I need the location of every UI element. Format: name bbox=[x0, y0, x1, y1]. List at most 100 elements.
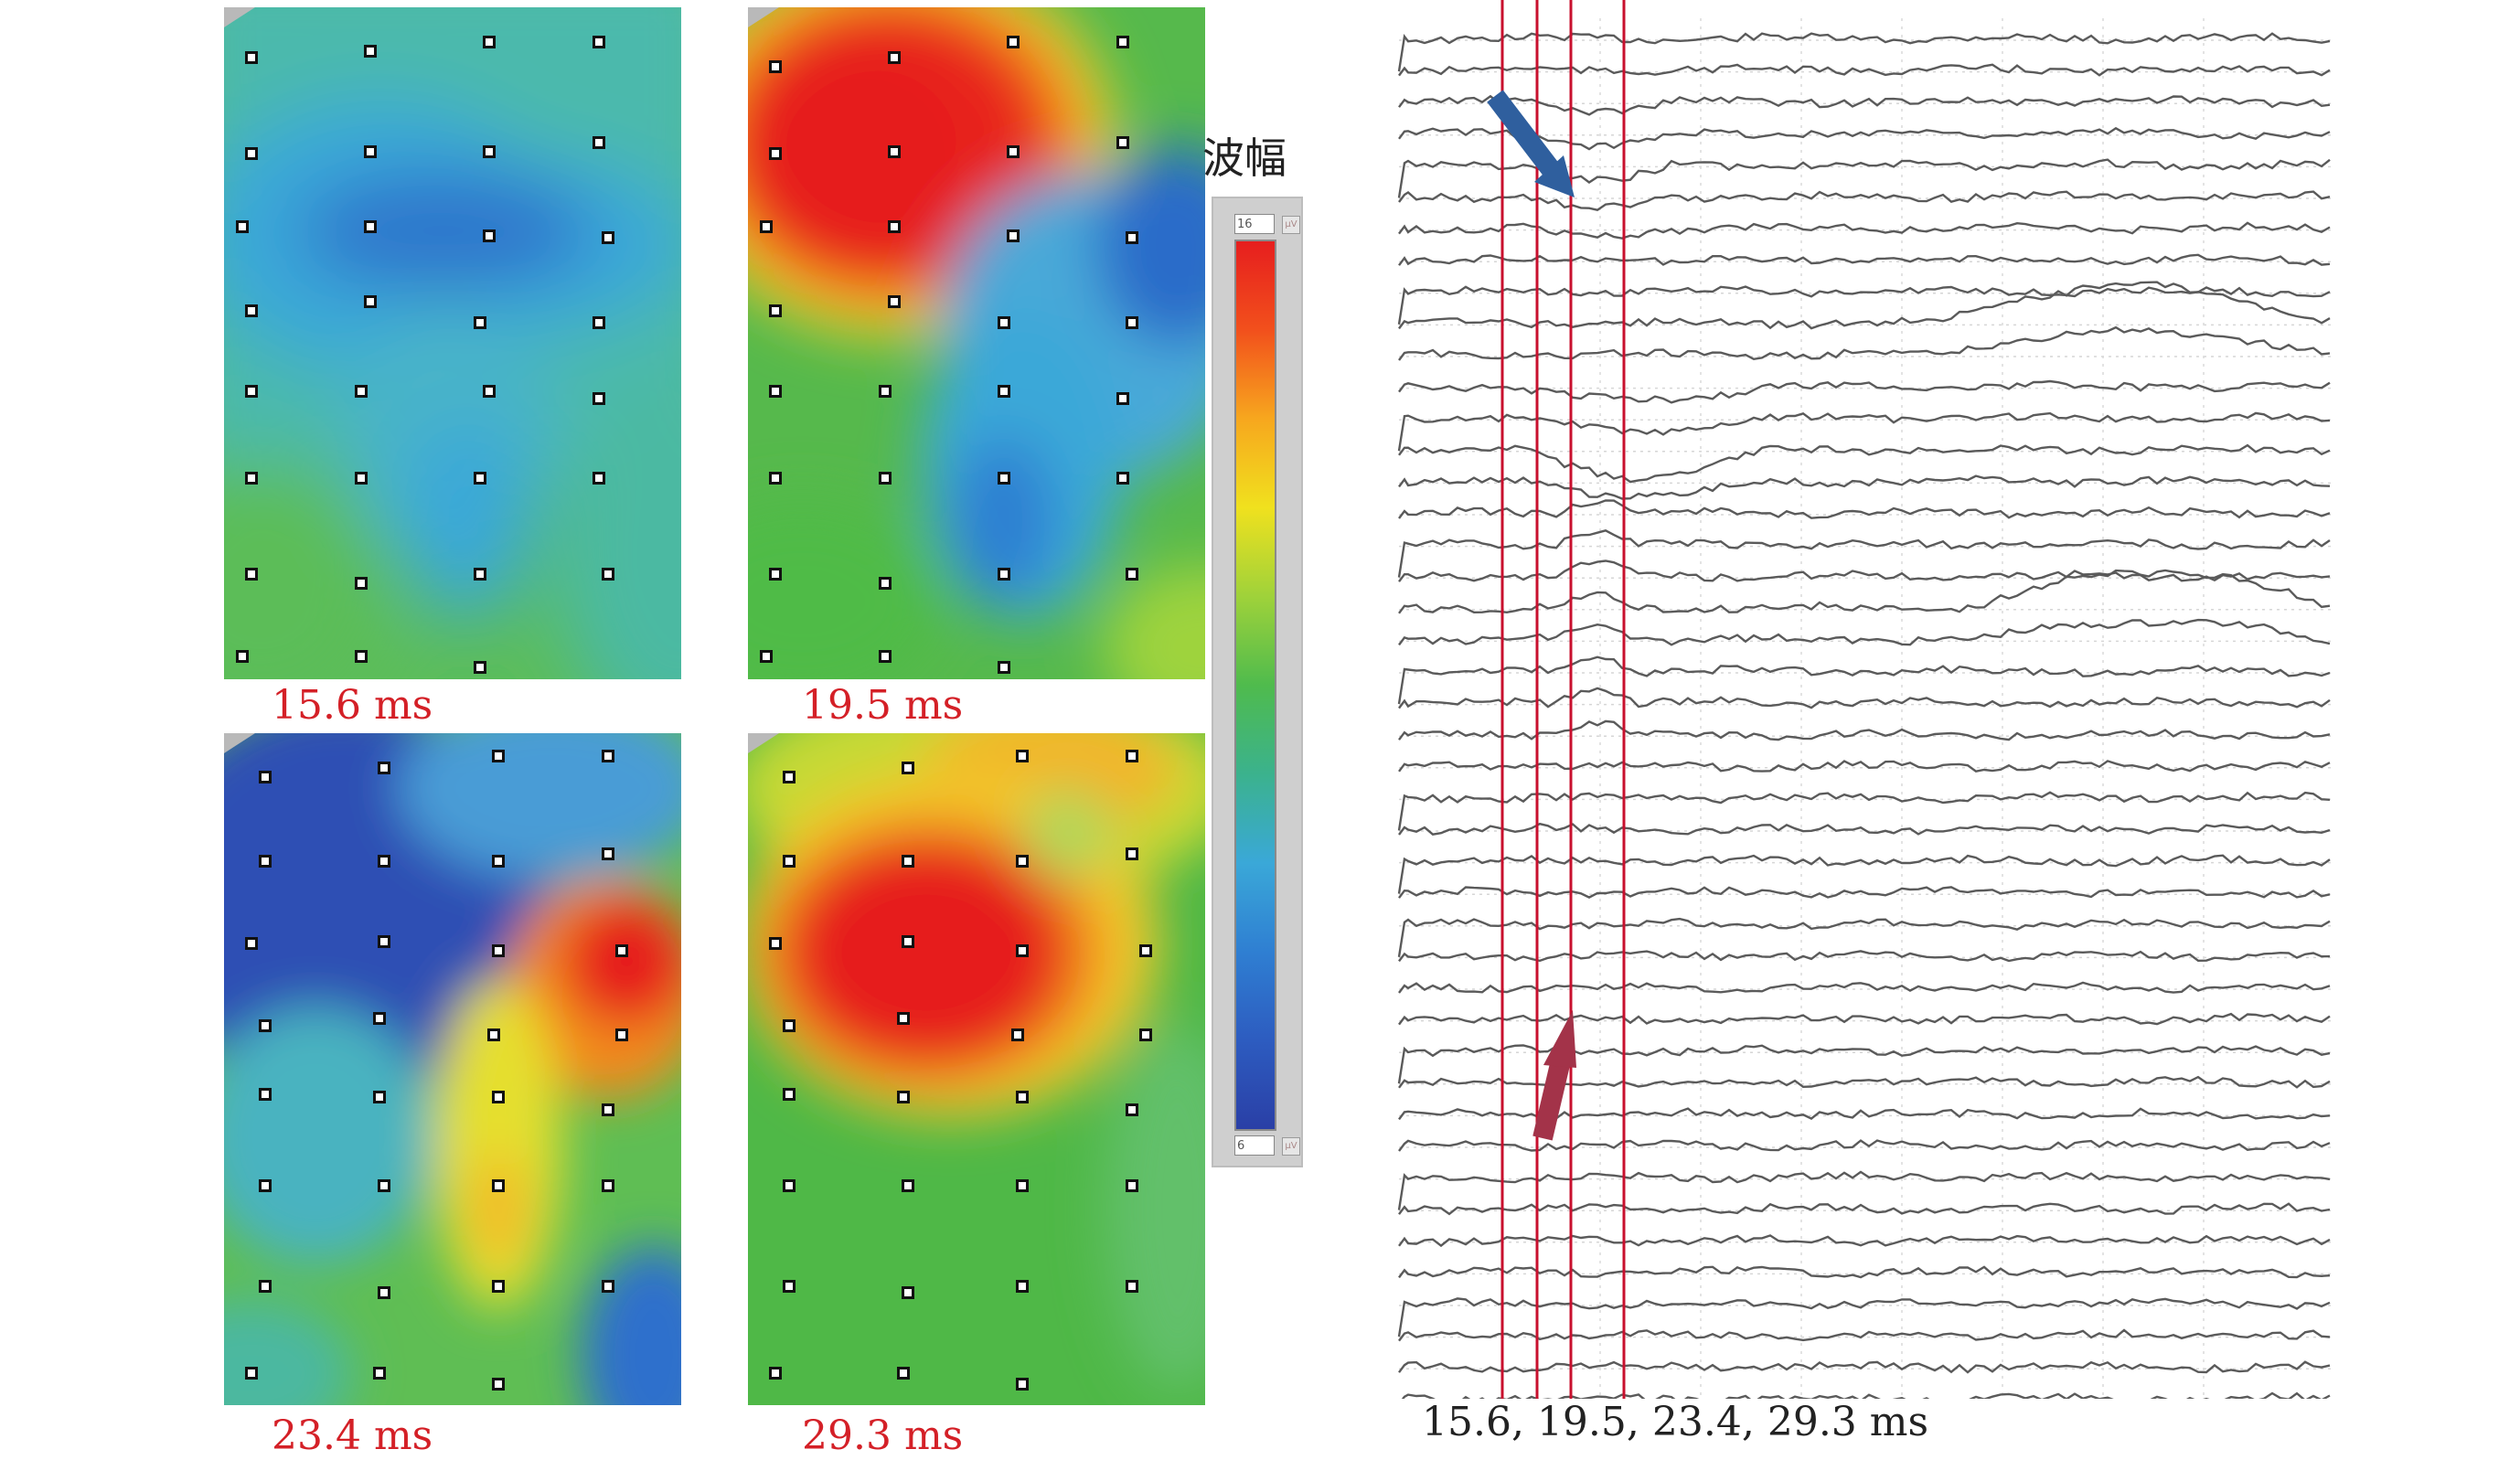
waveform-trace bbox=[1398, 822, 2331, 836]
up-arrow-head bbox=[1543, 1010, 1576, 1068]
trace-lines bbox=[1397, 32, 2331, 1399]
electrode-marker bbox=[1139, 944, 1152, 957]
waveform-trace bbox=[1397, 1044, 2331, 1084]
electrode-marker bbox=[259, 1088, 272, 1101]
down-arrow-shaft bbox=[1487, 90, 1559, 176]
electrode-marker bbox=[355, 385, 368, 398]
electrode-marker bbox=[373, 1091, 386, 1103]
waveform-trace bbox=[1398, 190, 2331, 211]
electrode-marker bbox=[998, 316, 1010, 329]
waveform-trace bbox=[1398, 94, 2331, 116]
waveform-trace bbox=[1398, 950, 2331, 963]
electrode-marker bbox=[474, 661, 486, 674]
waveform-trace bbox=[1398, 221, 2331, 240]
amplitude-field bbox=[224, 733, 681, 1405]
electrode-marker bbox=[602, 750, 614, 762]
electrode-marker bbox=[769, 385, 782, 398]
electrode-marker bbox=[783, 771, 796, 783]
waveform-trace bbox=[1398, 886, 2331, 899]
electrode-marker bbox=[1016, 1091, 1029, 1103]
electrode-marker bbox=[378, 855, 390, 868]
electrode-marker bbox=[245, 304, 258, 317]
electrode-marker bbox=[474, 316, 486, 329]
waveform-trace bbox=[1397, 917, 2331, 957]
waveform-trace bbox=[1397, 411, 2331, 452]
time-label-29-3: 29.3 ms bbox=[802, 1412, 964, 1459]
waveform-trace bbox=[1398, 281, 2331, 330]
waveform-trace bbox=[1398, 981, 2331, 994]
electrode-marker bbox=[364, 295, 377, 308]
down-arrow-head bbox=[1534, 155, 1575, 197]
electrode-marker bbox=[1126, 750, 1138, 762]
time-markers bbox=[1500, 0, 1626, 1399]
electrode-marker bbox=[998, 661, 1010, 674]
electrode-marker bbox=[1011, 1028, 1024, 1041]
waveform-trace bbox=[1398, 1234, 2331, 1248]
waveform-trace bbox=[1398, 325, 2331, 361]
waveform-trace bbox=[1397, 285, 2331, 325]
waveform-trace bbox=[1397, 854, 2331, 894]
amplitude-field bbox=[748, 733, 1205, 1405]
electrode-marker bbox=[492, 750, 505, 762]
waveform-trace bbox=[1397, 529, 2331, 578]
electrode-marker bbox=[1116, 392, 1129, 405]
electrode-marker bbox=[492, 1179, 505, 1192]
electrode-marker bbox=[593, 136, 605, 149]
electrode-marker bbox=[888, 295, 901, 308]
electrode-marker bbox=[1007, 36, 1020, 48]
electrode-marker bbox=[1016, 1280, 1029, 1293]
electrode-marker bbox=[355, 472, 368, 485]
electrode-marker bbox=[769, 147, 782, 160]
electrode-marker bbox=[259, 1280, 272, 1293]
scale-unit-top: μV bbox=[1282, 216, 1300, 234]
electrode-marker bbox=[888, 145, 901, 158]
electrode-marker bbox=[602, 847, 614, 860]
electrode-marker bbox=[492, 1280, 505, 1293]
electrode-marker bbox=[615, 1028, 628, 1041]
electrode-marker bbox=[1126, 568, 1138, 581]
waveform-trace bbox=[1398, 1265, 2331, 1279]
electrode-marker bbox=[897, 1012, 910, 1025]
electrode-marker bbox=[1016, 750, 1029, 762]
electrode-marker bbox=[483, 229, 496, 242]
electrode-marker bbox=[879, 472, 892, 485]
map-panel-23-4 bbox=[224, 733, 681, 1405]
electrode-marker bbox=[378, 762, 390, 774]
electrode-marker bbox=[769, 472, 782, 485]
electrode-marker bbox=[902, 855, 914, 868]
scale-min-value: 6 bbox=[1234, 1135, 1275, 1156]
trace-caption: 15.6, 19.5, 23.4, 29.3 ms bbox=[1422, 1399, 1929, 1445]
electrode-marker bbox=[245, 147, 258, 160]
electrode-marker bbox=[769, 60, 782, 73]
electrode-marker bbox=[902, 1286, 914, 1299]
electrode-marker bbox=[483, 385, 496, 398]
electrode-marker bbox=[998, 568, 1010, 581]
time-label-15-6: 15.6 ms bbox=[272, 682, 433, 729]
electrode-marker bbox=[1126, 1280, 1138, 1293]
electrode-marker bbox=[1126, 1103, 1138, 1116]
waveform-trace bbox=[1397, 655, 2331, 705]
waveform-trace bbox=[1398, 760, 2331, 773]
electrode-marker bbox=[378, 1179, 390, 1192]
waveform-trace bbox=[1398, 474, 2331, 500]
electrode-marker bbox=[474, 568, 486, 581]
electrode-marker bbox=[602, 1280, 614, 1293]
electrode-marker bbox=[259, 771, 272, 783]
waveform-trace bbox=[1398, 1075, 2331, 1089]
electrode-marker bbox=[259, 1019, 272, 1032]
electrode-marker bbox=[1126, 847, 1138, 860]
electrode-marker bbox=[593, 316, 605, 329]
electrode-marker bbox=[783, 1280, 796, 1293]
electrode-marker bbox=[259, 1179, 272, 1192]
electrode-marker bbox=[783, 855, 796, 868]
electrode-marker bbox=[783, 1179, 796, 1192]
electrode-marker bbox=[1126, 316, 1138, 329]
electrode-marker bbox=[483, 145, 496, 158]
electrode-marker bbox=[487, 1028, 500, 1041]
electrode-marker bbox=[783, 1019, 796, 1032]
electrode-marker bbox=[245, 1367, 258, 1380]
waveform-trace bbox=[1398, 443, 2331, 484]
waveform-trace bbox=[1397, 1297, 2331, 1337]
electrode-marker bbox=[474, 472, 486, 485]
waveform-trace bbox=[1398, 719, 2331, 741]
